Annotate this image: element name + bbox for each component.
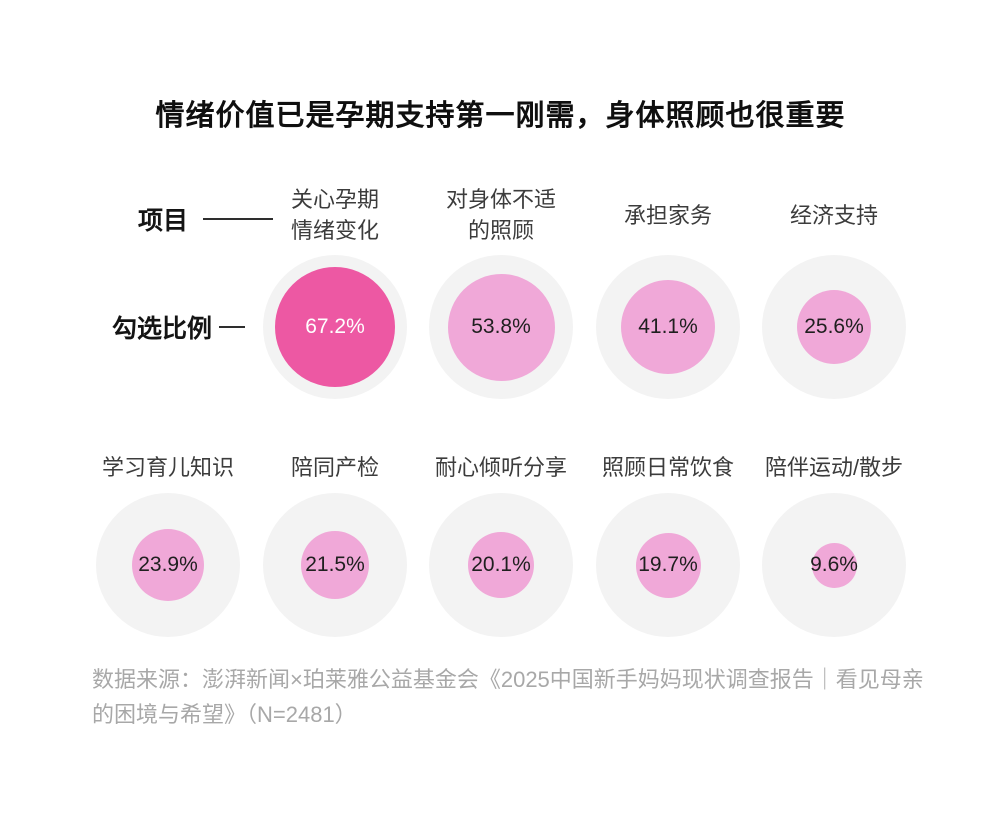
bubble-circle: 23.9%	[132, 529, 204, 601]
category-label-listening: 耐心倾听分享	[434, 454, 567, 480]
bubble-housework: 41.1%	[596, 255, 740, 399]
bubble-listening: 20.1%	[429, 493, 573, 637]
category-label-financial-support: 经济支持	[789, 202, 878, 228]
legend-item-label: 项目	[138, 207, 189, 235]
bubble-value: 67.2%	[305, 315, 365, 338]
bubble-circle: 19.7%	[635, 532, 701, 598]
category-label-parenting-knowledge: 学习育儿知识	[101, 454, 234, 480]
legend-item: 项目	[138, 203, 274, 235]
category-label-care-emotions: 关心孕期 情绪变化	[290, 187, 379, 243]
legend-value-label: 勾选比例	[112, 315, 213, 343]
bubble-value: 20.1%	[471, 553, 531, 576]
bubble-circle: 9.6%	[810, 542, 858, 588]
category-label-housework: 承担家务	[623, 202, 712, 228]
bubble-exercise-walks: 9.6%	[762, 493, 906, 637]
category-label-physical-discomfort: 对身体不适 的照顾	[445, 187, 556, 243]
bubble-circle: 25.6%	[797, 290, 871, 364]
category-label-prenatal-checkups: 陪同产检	[290, 454, 379, 480]
bubble-financial-support: 25.6%	[762, 255, 906, 399]
bubble-circle: 67.2%	[275, 267, 395, 387]
data-source-note: 数据来源：澎湃新闻×珀莱雅公益基金会《2025中国新手妈妈现状调查报告｜看见母亲…	[92, 667, 924, 727]
bubble-daily-meals: 19.7%	[596, 493, 740, 637]
bubble-prenatal-checkups: 21.5%	[263, 493, 407, 637]
bubble-value: 53.8%	[471, 315, 531, 338]
bubble-care-emotions: 67.2%	[263, 255, 407, 399]
bubble-physical-discomfort: 53.8%	[429, 255, 573, 399]
bubble-circle: 20.1%	[468, 532, 534, 598]
bubble-value: 21.5%	[305, 553, 365, 576]
bubble-circle: 41.1%	[621, 280, 715, 374]
legend-connector-line	[203, 218, 274, 220]
bubble-circle: 53.8%	[447, 273, 555, 381]
legend-connector-dash	[219, 326, 246, 328]
bubble-circle: 21.5%	[301, 531, 369, 599]
category-label-exercise-walks: 陪伴运动/散步	[764, 454, 904, 480]
legend-value: 勾选比例	[112, 311, 246, 343]
category-label-daily-meals: 照顾日常饮食	[601, 454, 734, 480]
bubble-value: 9.6%	[810, 553, 858, 576]
bubble-value: 19.7%	[638, 553, 698, 576]
bubble-value: 41.1%	[638, 315, 698, 338]
bubble-value: 23.9%	[138, 553, 198, 576]
bubble-value: 25.6%	[804, 315, 864, 338]
chart-title: 情绪价值已是孕期支持第一刚需，身体照顾也很重要	[155, 100, 846, 132]
bubble-parenting-knowledge: 23.9%	[96, 493, 240, 637]
